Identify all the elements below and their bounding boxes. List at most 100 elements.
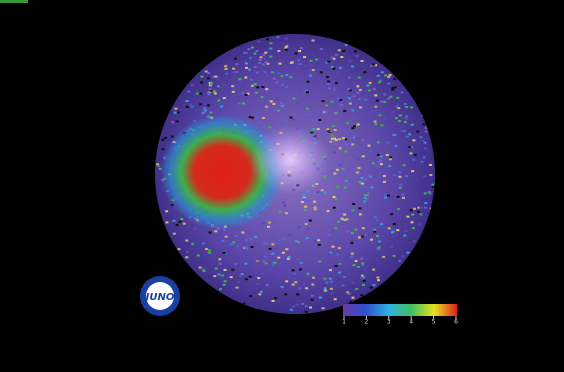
hit (284, 48, 288, 51)
hit (411, 170, 415, 173)
logo-text: JUNO (144, 292, 175, 303)
hit (330, 134, 334, 137)
hit (238, 275, 242, 278)
hit (203, 107, 207, 110)
hit (190, 84, 194, 87)
hit (404, 230, 408, 233)
hit (244, 76, 248, 79)
hit (332, 57, 336, 60)
hit (383, 74, 387, 77)
hit (389, 213, 393, 216)
hit (164, 136, 168, 139)
hit (263, 102, 267, 105)
hit (276, 109, 280, 112)
hit (244, 278, 248, 281)
hit (243, 52, 247, 55)
hit (389, 95, 393, 98)
hit (410, 106, 414, 109)
hit (397, 107, 401, 110)
hit (374, 105, 378, 108)
hit (332, 151, 336, 154)
hit (373, 228, 377, 231)
hit (244, 93, 248, 96)
hit (289, 116, 293, 119)
hit (262, 53, 266, 56)
hit (394, 145, 398, 148)
hit (244, 239, 248, 242)
hit (331, 125, 335, 128)
hit (317, 243, 321, 246)
hit (284, 46, 288, 49)
hit (294, 281, 298, 284)
hit (330, 56, 334, 59)
hit (337, 247, 341, 250)
hit (232, 241, 236, 244)
hit (338, 271, 342, 274)
hit (292, 97, 296, 100)
hit (250, 116, 254, 119)
hit (323, 289, 327, 292)
hit (229, 276, 233, 279)
hit (383, 100, 387, 103)
hit (431, 183, 435, 186)
hit (350, 241, 354, 244)
hit (419, 136, 423, 139)
hit (180, 217, 184, 220)
hit (302, 283, 306, 286)
hit (302, 98, 306, 101)
hit (384, 196, 388, 199)
hit (269, 100, 273, 103)
hit (363, 118, 367, 121)
hit (325, 76, 329, 79)
hit (360, 277, 364, 280)
hit (408, 146, 412, 149)
hit (305, 237, 309, 240)
hit (255, 116, 259, 119)
hit (283, 204, 287, 207)
hit (161, 138, 165, 141)
hit (383, 118, 387, 121)
hit (204, 109, 208, 112)
hit (185, 250, 189, 253)
hit (255, 260, 259, 263)
hit (406, 215, 410, 218)
hit (285, 248, 289, 251)
hit (422, 123, 426, 126)
hit (297, 101, 301, 104)
hit (341, 167, 345, 170)
hit (280, 104, 284, 107)
hit (271, 252, 275, 255)
hit (338, 262, 342, 265)
glow (250, 125, 330, 195)
hit (317, 239, 321, 242)
hit (207, 72, 211, 75)
hit (283, 237, 287, 240)
hit (258, 121, 262, 124)
hit (372, 268, 376, 271)
hit (323, 277, 327, 280)
hit (266, 38, 270, 41)
hit (213, 275, 217, 278)
hit (195, 92, 199, 95)
hit (299, 261, 303, 264)
hit (396, 208, 400, 211)
hit (265, 105, 269, 108)
hit (285, 280, 289, 283)
hit (388, 158, 392, 161)
hit (208, 91, 212, 94)
hit (295, 66, 299, 69)
hit (272, 261, 276, 264)
hit (312, 256, 316, 259)
hit (386, 97, 390, 100)
hit (374, 94, 378, 97)
hit (308, 219, 312, 222)
hit (403, 234, 407, 237)
hit (306, 80, 310, 83)
hit (361, 139, 365, 142)
hit (193, 227, 197, 230)
hit (224, 65, 228, 68)
hit (379, 159, 383, 162)
hit (161, 148, 165, 151)
hit (370, 186, 374, 189)
hit (315, 58, 319, 61)
